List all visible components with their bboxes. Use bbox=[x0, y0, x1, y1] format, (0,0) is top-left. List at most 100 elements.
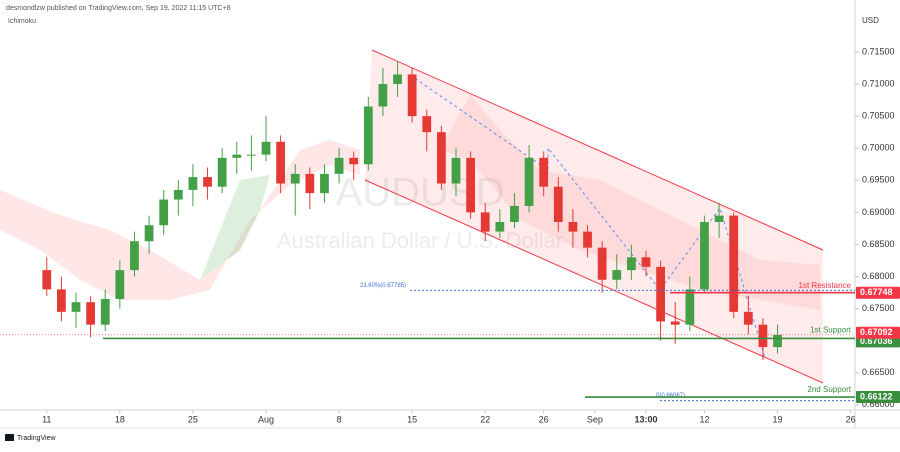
price-tag-label: 0.67036 bbox=[860, 336, 893, 346]
candle-body bbox=[627, 257, 636, 271]
x-tick-label: 15 bbox=[407, 414, 417, 424]
candle-body bbox=[173, 189, 183, 200]
candle-body bbox=[510, 205, 519, 223]
y-tick-label: 0.70000 bbox=[862, 143, 895, 153]
candle-body bbox=[641, 257, 651, 267]
x-tick-label: 19 bbox=[773, 414, 783, 424]
candle-body bbox=[378, 84, 388, 107]
candle-body bbox=[393, 74, 402, 85]
candle-body bbox=[261, 141, 271, 155]
y-tick-label: 0.69500 bbox=[862, 175, 895, 185]
x-tick-label: 12 bbox=[699, 414, 709, 424]
candle-body bbox=[685, 289, 695, 325]
price-tag bbox=[856, 286, 900, 299]
x-tick-label: Sep bbox=[587, 414, 603, 424]
candle-body bbox=[451, 157, 461, 184]
candle-body bbox=[466, 157, 475, 213]
candle-body bbox=[57, 289, 66, 312]
candle-body bbox=[612, 270, 622, 280]
y-tick-label: 0.68000 bbox=[862, 271, 895, 281]
level-name: 1st Resistance bbox=[799, 281, 852, 290]
currency: USD bbox=[862, 16, 879, 25]
candle-body bbox=[524, 157, 534, 206]
candle-body bbox=[290, 173, 300, 184]
candle-body bbox=[743, 311, 753, 325]
price-tag bbox=[856, 391, 900, 404]
candle-body bbox=[349, 157, 359, 165]
channel-fill bbox=[365, 50, 823, 383]
level-name: 1st Support bbox=[810, 326, 852, 335]
x-tick-label: 22 bbox=[480, 414, 490, 424]
ichimoku-cloud bbox=[0, 140, 360, 300]
candle-body bbox=[100, 298, 110, 325]
candle-body bbox=[42, 270, 52, 290]
candle-body bbox=[422, 116, 432, 133]
x-tick-label: 8 bbox=[337, 414, 342, 424]
price-tag bbox=[856, 326, 900, 339]
fib-label: 23.60%(0.67785) bbox=[360, 283, 406, 289]
candle-body bbox=[495, 222, 505, 232]
candle-body bbox=[437, 132, 446, 184]
candle-body bbox=[568, 222, 578, 232]
x-tick-label: 13:00 bbox=[634, 414, 657, 424]
candle-body bbox=[656, 266, 665, 322]
ichimoku-cloud bbox=[440, 95, 820, 310]
y-tick-label: 0.66000 bbox=[862, 399, 895, 409]
footer: TradingView bbox=[17, 435, 56, 442]
candle-body bbox=[320, 173, 329, 194]
x-tick-label: Aug bbox=[258, 414, 274, 424]
candle-body bbox=[305, 173, 315, 194]
candle-body bbox=[583, 231, 592, 248]
price-tag-label: 0.67092 bbox=[860, 327, 893, 337]
candle-body bbox=[71, 302, 81, 312]
candle-body bbox=[130, 241, 139, 271]
candle-body bbox=[144, 225, 154, 242]
candle-body bbox=[188, 177, 198, 190]
price-tag-label: 0.66122 bbox=[860, 391, 893, 401]
candle-body bbox=[247, 154, 256, 156]
candle-body bbox=[217, 157, 227, 187]
candle-body bbox=[758, 324, 768, 348]
x-tick-label: 11 bbox=[42, 414, 51, 424]
y-tick-label: 0.71000 bbox=[862, 78, 895, 88]
watermark: AUDUSD bbox=[336, 171, 505, 215]
y-tick-label: 0.70500 bbox=[862, 111, 895, 121]
candle-body bbox=[773, 334, 782, 348]
y-tick-label: 0.71500 bbox=[862, 46, 895, 56]
candle-body bbox=[115, 270, 125, 299]
x-tick-label: 26 bbox=[846, 414, 856, 424]
candle-body bbox=[407, 74, 417, 117]
y-tick-label: 0.67500 bbox=[862, 303, 895, 313]
candle-body bbox=[232, 154, 242, 158]
candle-body bbox=[553, 186, 563, 223]
y-tick-label: 0.69000 bbox=[862, 207, 895, 217]
candle-body bbox=[334, 157, 344, 174]
candle-body bbox=[714, 215, 724, 223]
channel-lower bbox=[364, 179, 824, 384]
x-tick-label: 26 bbox=[539, 414, 549, 424]
wave-lines bbox=[409, 74, 766, 359]
candle-body bbox=[276, 141, 285, 184]
candle-body bbox=[670, 321, 680, 325]
channel-upper bbox=[371, 49, 824, 251]
candle-body bbox=[363, 106, 373, 165]
fib-label: 0(0.66067) bbox=[656, 393, 685, 399]
watermark-subtitle: Australian Dollar / U.S. Dollar bbox=[277, 228, 563, 253]
candle-body bbox=[480, 212, 490, 232]
indicator-label: Ichimoku bbox=[8, 18, 36, 25]
y-tick-label: 0.68500 bbox=[862, 239, 895, 249]
y-tick-label: 0.66500 bbox=[862, 367, 895, 377]
candle-body bbox=[539, 157, 549, 187]
candle-body bbox=[597, 247, 607, 280]
ichimoku-cloud bbox=[200, 175, 270, 280]
footer-logo bbox=[5, 434, 14, 441]
candle-body bbox=[86, 302, 95, 325]
header: desmondlzw published on TradingView.com,… bbox=[6, 5, 231, 12]
candle-body bbox=[700, 222, 709, 290]
x-tick-label: 25 bbox=[188, 414, 198, 424]
candle-body bbox=[159, 199, 169, 226]
level-name: 2nd Support bbox=[807, 385, 851, 394]
x-tick-label: 18 bbox=[115, 414, 125, 424]
